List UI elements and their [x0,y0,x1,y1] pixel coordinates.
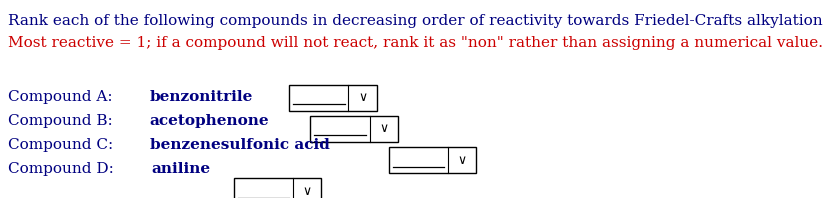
Text: Compound A:: Compound A: [8,90,117,104]
Text: acetophenone: acetophenone [149,114,269,128]
Text: benzenesulfonic acid: benzenesulfonic acid [150,138,330,152]
Text: ∨: ∨ [302,185,312,198]
Text: ∨: ∨ [457,154,466,167]
FancyBboxPatch shape [389,147,476,173]
Text: aniline: aniline [151,162,210,176]
Text: Compound C:: Compound C: [8,138,118,152]
FancyBboxPatch shape [310,116,398,142]
FancyBboxPatch shape [233,178,322,198]
Text: Compound B:: Compound B: [8,114,117,128]
Text: benzonitrile: benzonitrile [149,90,252,104]
Text: Compound D:: Compound D: [8,162,119,176]
FancyBboxPatch shape [289,85,377,111]
Text: Rank each of the following compounds in decreasing order of reactivity towards F: Rank each of the following compounds in … [8,14,823,28]
Text: ∨: ∨ [358,91,367,104]
Text: Most reactive = 1; if a compound will not react, rank it as "non" rather than as: Most reactive = 1; if a compound will no… [8,36,823,50]
Text: ∨: ∨ [379,122,388,135]
